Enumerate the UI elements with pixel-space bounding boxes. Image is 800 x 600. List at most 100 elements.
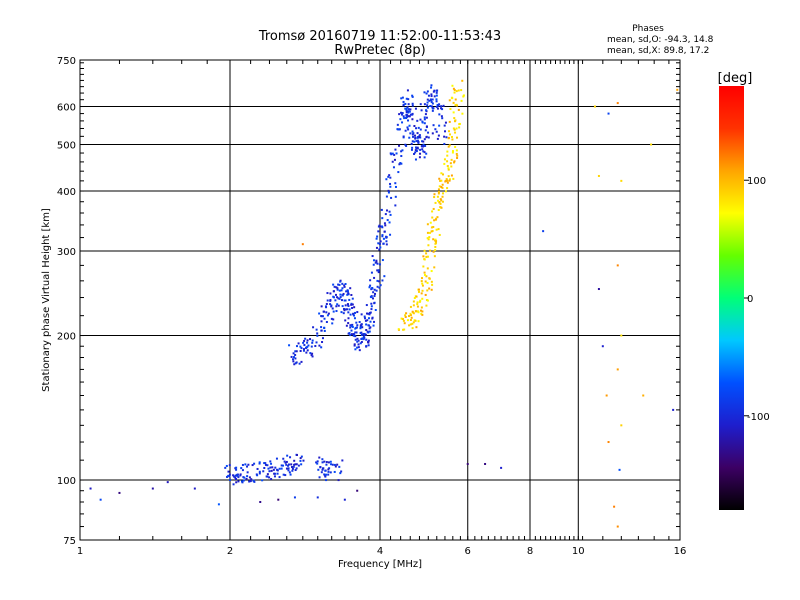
o-mode-point xyxy=(302,459,305,462)
x-mode-point xyxy=(428,277,431,280)
o-mode-point xyxy=(435,130,438,133)
o-mode-point xyxy=(381,279,384,282)
o-mode-point xyxy=(255,473,258,476)
o-mode-point xyxy=(336,296,339,299)
o-mode-point xyxy=(334,299,337,302)
x-mode-point xyxy=(441,186,444,189)
colorbar-label: [deg] xyxy=(718,71,753,86)
sparse-point xyxy=(151,487,154,490)
o-mode-point xyxy=(321,315,324,318)
o-mode-point xyxy=(402,104,405,107)
o-mode-point xyxy=(331,463,334,466)
x-mode-point xyxy=(439,179,442,182)
o-mode-point xyxy=(351,323,354,326)
o-mode-point xyxy=(285,467,288,470)
o-mode-point xyxy=(376,279,379,282)
x-mode-point xyxy=(416,305,419,308)
o-mode-point xyxy=(371,255,374,258)
o-mode-point xyxy=(341,287,344,290)
o-mode-point xyxy=(407,103,410,106)
o-mode-point xyxy=(360,331,363,334)
o-mode-point xyxy=(424,113,427,116)
sparse-point xyxy=(277,498,280,501)
o-mode-point xyxy=(432,124,435,127)
x-mode-point xyxy=(434,238,437,241)
o-mode-point xyxy=(351,306,354,309)
o-mode-point xyxy=(398,144,401,147)
o-mode-point xyxy=(270,478,273,481)
x-mode-point xyxy=(433,193,436,196)
o-mode-point xyxy=(368,286,371,289)
o-mode-point xyxy=(237,480,240,483)
o-mode-point xyxy=(418,134,421,137)
x-mode-point xyxy=(452,101,455,104)
o-mode-point xyxy=(321,468,324,471)
x-mode-point xyxy=(438,177,441,180)
o-mode-point xyxy=(395,152,398,155)
o-mode-point xyxy=(368,324,371,327)
o-mode-point xyxy=(356,337,359,340)
o-mode-point xyxy=(348,308,351,311)
sparse-point xyxy=(99,498,102,501)
y-tick-label: 600 xyxy=(57,103,76,114)
x-mode-point xyxy=(441,192,444,195)
o-mode-point xyxy=(311,341,314,344)
x-mode-point xyxy=(434,245,437,248)
o-mode-point xyxy=(402,115,405,118)
o-mode-point xyxy=(375,246,378,249)
o-mode-point xyxy=(336,463,339,466)
o-mode-point xyxy=(372,297,375,300)
o-mode-point xyxy=(325,479,328,482)
o-mode-point xyxy=(306,349,309,352)
o-mode-point xyxy=(435,100,438,103)
o-mode-point xyxy=(434,128,437,131)
colorbar-ticks: 100 0 -100 xyxy=(744,176,770,423)
sparse-point xyxy=(301,243,304,246)
o-mode-point xyxy=(360,325,363,328)
o-mode-point xyxy=(411,95,414,98)
o-mode-point xyxy=(325,302,328,305)
o-mode-point xyxy=(422,150,425,153)
o-mode-point xyxy=(275,457,278,460)
sparse-point xyxy=(356,489,359,492)
o-mode-point xyxy=(358,321,361,324)
x-mode-point xyxy=(451,150,454,153)
o-mode-point xyxy=(416,136,419,139)
x-mode-point xyxy=(426,267,429,270)
x-mode-point xyxy=(401,317,404,320)
sparse-point xyxy=(618,468,621,471)
x-mode-point xyxy=(419,309,422,312)
o-mode-point xyxy=(409,108,412,111)
o-mode-point xyxy=(408,115,411,118)
o-mode-point xyxy=(438,113,441,116)
o-mode-point xyxy=(305,351,308,354)
o-mode-point xyxy=(258,472,261,475)
x-mode-point xyxy=(438,201,441,204)
plot-frame xyxy=(79,59,681,541)
o-mode-point xyxy=(376,235,379,238)
o-mode-point xyxy=(440,115,443,118)
o-mode-point xyxy=(225,464,228,467)
o-mode-point xyxy=(329,292,332,295)
x-mode-point xyxy=(429,221,432,224)
o-mode-point xyxy=(342,312,345,315)
x-mode-point xyxy=(406,319,409,322)
o-mode-point xyxy=(271,466,274,469)
o-mode-point xyxy=(323,460,326,463)
o-mode-point xyxy=(424,144,427,147)
o-mode-point xyxy=(350,324,353,327)
o-mode-point xyxy=(385,240,388,243)
o-mode-point xyxy=(415,149,418,152)
o-mode-point xyxy=(423,151,426,154)
x-mode-point xyxy=(422,255,425,258)
legend-x-stats: mean, sd,X: 89.8, 17.2 xyxy=(607,46,709,56)
x-mode-point xyxy=(420,312,423,315)
o-mode-point xyxy=(235,466,238,469)
o-mode-point xyxy=(291,469,294,472)
o-mode-point xyxy=(306,339,309,342)
x-mode-point xyxy=(433,219,436,222)
o-mode-point xyxy=(294,469,297,472)
o-mode-point xyxy=(350,333,353,336)
o-mode-point xyxy=(353,334,356,337)
x-mode-point xyxy=(433,266,436,269)
